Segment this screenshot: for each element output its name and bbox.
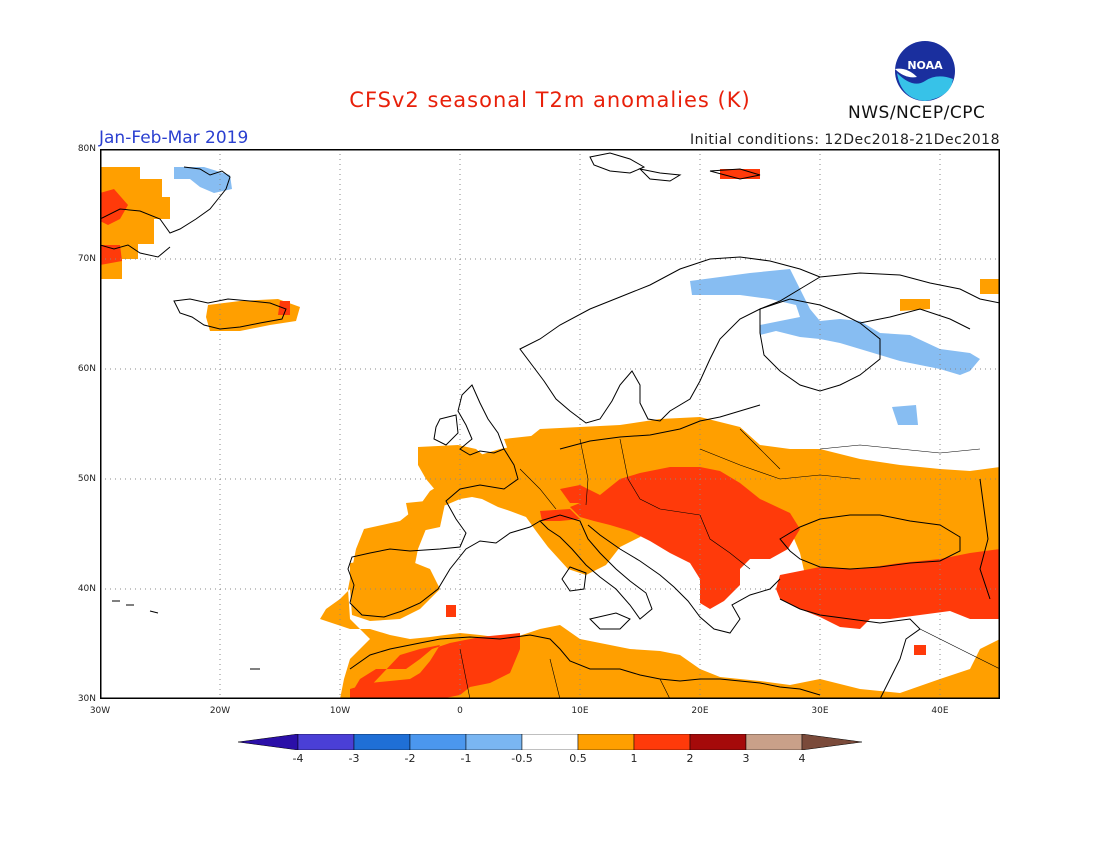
lat-label: 40N [77,584,96,594]
lat-label: 50N [77,474,96,484]
lat-label: 60N [77,364,96,374]
colorbar-tick-label: 2 [686,752,694,765]
colorbar-segment [745,734,803,750]
colorbar-segment [633,734,691,750]
forecast-period: Jan-Feb-Mar 2019 [99,128,249,148]
coastlines [100,152,1000,699]
anomaly-neg1-neg0p5-fill [174,167,980,425]
lon-label: 30W [89,706,111,716]
noaa-logo: NOAA [895,41,955,101]
colorbar-segment [801,734,862,750]
lon-label: 40E [931,706,949,716]
colorbar-tick-label: 0.5 [569,752,587,765]
figure-title: CFSv2 seasonal T2m anomalies (K) [349,88,751,112]
anomaly-map [100,149,1000,699]
colorbar-segment [521,734,579,750]
colorbar-segment [353,734,411,750]
svg-text:NOAA: NOAA [907,59,943,72]
agency-label: NWS/NCEP/CPC [848,103,986,123]
lon-label: 10W [329,706,351,716]
lat-label: 70N [77,254,96,264]
colorbar-segment [689,734,747,750]
colorbar-tick-label: -1 [460,752,472,765]
colorbar [238,734,862,750]
colorbar-segment [238,734,299,750]
colorbar-tick-label: -3 [348,752,360,765]
colorbar-tick-label: -4 [292,752,304,765]
lon-label: 20E [691,706,709,716]
lat-label: 30N [77,694,96,704]
lat-label: 80N [77,144,96,154]
colorbar-tick-label: 1 [630,752,638,765]
colorbar-segment [297,734,355,750]
lon-label: 10E [571,706,589,716]
graticule [100,149,1000,699]
colorbar-segment [577,734,635,750]
lon-label: 20W [209,706,231,716]
colorbar-tick-label: 4 [798,752,806,765]
colorbar-tick-label: -2 [404,752,416,765]
initial-conditions: Initial conditions: 12Dec2018-21Dec2018 [690,132,1000,148]
anomaly-1-2-fill [100,169,1000,699]
lon-label: 30E [811,706,829,716]
colorbar-segment [409,734,467,750]
colorbar-tick-label: -0.5 [511,752,533,765]
lon-label: 0 [457,706,463,716]
colorbar-tick-label: 3 [742,752,750,765]
colorbar-segment [465,734,523,750]
